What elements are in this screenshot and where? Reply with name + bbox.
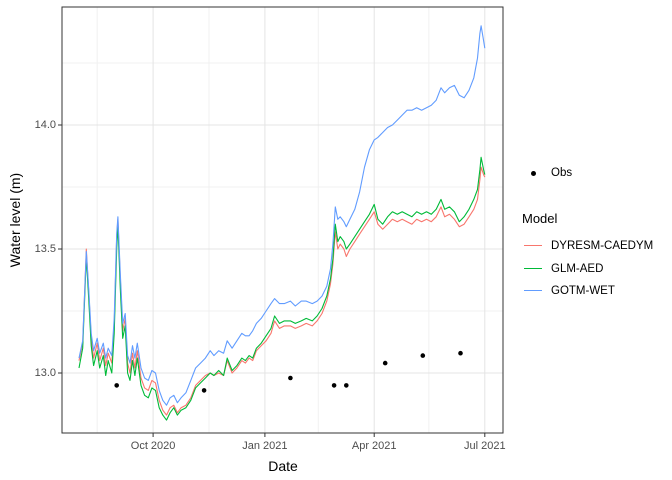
panel-background <box>62 7 503 433</box>
obs-point <box>344 383 349 388</box>
legend-label-glm: GLM-AED <box>551 262 604 275</box>
legend-obs-point-icon <box>531 170 536 176</box>
legend-label-gotm: GOTM-WET <box>551 284 615 297</box>
series-line-gotm-wet <box>78 25 486 406</box>
x-tick-label-0: Oct 2020 <box>130 440 176 452</box>
obs-point <box>288 375 293 381</box>
y-tick-label-2: 14.0 <box>34 119 56 131</box>
x-tick-label-1: Jan 2021 <box>242 440 288 452</box>
obs-point <box>114 383 119 388</box>
y-axis-title: Water level (m) <box>7 172 23 268</box>
legend-line-swatch-gotm <box>524 290 542 291</box>
series-line-glm-aed <box>78 156 486 421</box>
legend-obs-label: Obs <box>551 166 573 179</box>
legend-label-dyresm: DYRESM-CAEDYM <box>551 239 654 252</box>
x-tick-label-2: Apr 2021 <box>351 440 397 452</box>
x-tick-label-3: Jul 2021 <box>464 440 506 452</box>
obs-point <box>420 353 426 358</box>
panel-border <box>61 6 504 434</box>
y-tick-label-0: 13.0 <box>34 367 56 379</box>
obs-point <box>382 360 388 366</box>
legend-title: Model <box>522 211 558 226</box>
x-axis-title: Date <box>268 458 298 474</box>
legend-line-swatch-dyresm <box>524 245 542 246</box>
y-tick-label-1: 13.5 <box>34 243 56 255</box>
obs-point <box>331 383 337 388</box>
obs-point <box>201 388 207 393</box>
legend-line-swatch-glm <box>524 268 542 269</box>
obs-point <box>458 350 463 356</box>
